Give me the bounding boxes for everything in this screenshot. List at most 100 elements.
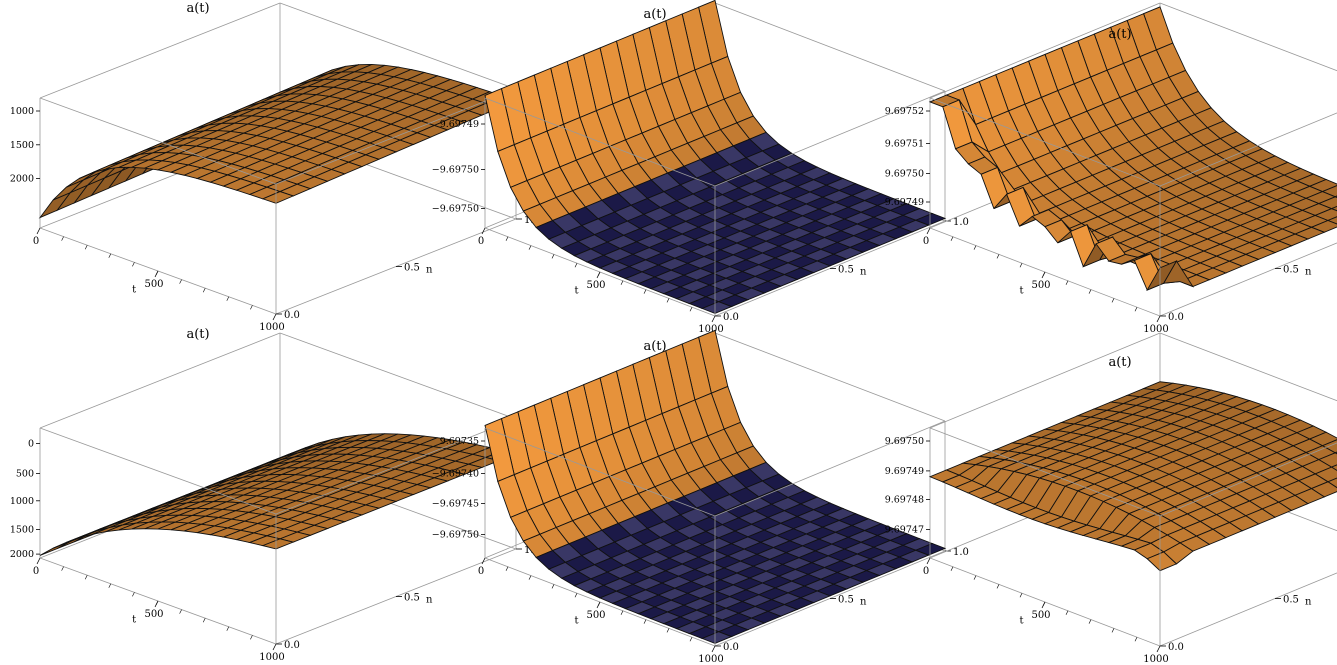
x-minor-tick (1134, 637, 1138, 642)
y-axis-label: n (426, 595, 433, 606)
x-minor-tick (551, 254, 555, 259)
x-minor-tick (250, 635, 253, 640)
x-tick-label: 500 (144, 609, 163, 620)
z-tick-label: 500 (16, 469, 34, 480)
x-minor-tick (973, 575, 977, 580)
box-edge (1159, 332, 1337, 402)
chart-title: a(t) (1108, 355, 1131, 370)
surface-patch (1146, 551, 1178, 572)
x-minor-tick (108, 583, 112, 588)
x-axis-label: t (574, 616, 578, 627)
x-minor-tick (250, 305, 253, 310)
x-minor-tick (1065, 610, 1069, 615)
x-minor-tick (1042, 601, 1046, 607)
x-tick-mark (926, 227, 931, 235)
surface-patch (1146, 260, 1178, 291)
z-tick-label: 1000 (10, 496, 34, 507)
x-minor-tick (155, 600, 159, 606)
x-tick-mark (711, 315, 716, 323)
x-tick-label: 1000 (698, 324, 723, 335)
x-minor-tick (226, 626, 230, 631)
z-tick-label: 9.69747 (885, 524, 924, 535)
x-minor-tick (84, 575, 88, 580)
box-edge (39, 2, 281, 99)
z-tick-label: 9.69750 (885, 168, 924, 179)
y-tick-label: 0.5 (838, 595, 854, 606)
chart-panel-5: a(t) 0 500 1000 t 0.0 0.5 1.0 n 9.69735 −9.69740 −9… (432, 329, 969, 665)
x-minor-tick (597, 271, 601, 277)
surface-patch (701, 301, 733, 314)
x-tick-mark (1156, 315, 1161, 323)
x-minor-tick (179, 609, 182, 614)
chart-title: a(t) (186, 327, 209, 342)
x-minor-tick (643, 619, 647, 624)
x-minor-tick (1042, 271, 1046, 277)
z-tick-label: 9.69750 (885, 436, 924, 447)
x-tick-mark (1156, 645, 1161, 653)
x-minor-tick (666, 628, 670, 633)
y-axis-label: n (860, 267, 867, 278)
box-edge (1159, 112, 1337, 187)
y-tick-label: 0.0 (284, 310, 300, 321)
x-minor-tick (689, 307, 693, 312)
x-minor-tick (1088, 289, 1092, 294)
x-tick-label: 0 (923, 236, 929, 247)
x-minor-tick (155, 270, 159, 276)
x-minor-tick (950, 566, 954, 571)
x-tick-label: 500 (144, 279, 163, 290)
x-tick-label: 0 (923, 566, 929, 577)
x-tick-mark (711, 645, 716, 653)
x-tick-label: 500 (1031, 280, 1050, 291)
x-minor-tick (973, 245, 977, 250)
x-tick-mark (36, 557, 41, 565)
surface-patch (1330, 464, 1337, 471)
z-tick-label: 9.69749 (885, 466, 924, 477)
box-edge (714, 420, 946, 517)
chart-panel-6: a(t) 0 500 1000 t 0.0 0.5 1.0 n 9.69750 9.69749 9.6… (885, 332, 1337, 665)
y-tick-label: 0.5 (404, 263, 420, 274)
x-tick-label: 0 (478, 566, 484, 577)
x-minor-tick (1111, 628, 1115, 633)
box-edge (714, 90, 946, 187)
x-minor-tick (179, 279, 182, 284)
x-minor-tick (528, 575, 532, 580)
chart-title: a(t) (643, 7, 666, 22)
box-edge (929, 97, 1161, 187)
box-edge (929, 332, 1161, 429)
x-tick-mark (481, 227, 486, 235)
z-tick-label: 1500 (10, 524, 34, 535)
x-axis-label: t (1019, 286, 1023, 297)
x-minor-tick (108, 253, 112, 258)
y-tick-label: 0.0 (1168, 312, 1184, 323)
y-axis-label: n (1305, 267, 1312, 278)
y-tick-label: 1.0 (953, 547, 969, 558)
x-tick-label: 500 (1031, 610, 1050, 621)
x-minor-tick (620, 610, 624, 615)
x-minor-tick (996, 254, 1000, 259)
x-minor-tick (84, 245, 88, 250)
box-edge (484, 97, 716, 187)
z-tick-label: 1500 (10, 140, 34, 151)
x-axis-label: t (574, 286, 578, 297)
x-tick-label: 1000 (259, 652, 284, 663)
surface-patch (701, 631, 733, 644)
z-tick-label: −9.69745 (432, 498, 479, 509)
x-axis-label: t (132, 615, 136, 626)
y-tick-label: 0.5 (404, 593, 420, 604)
box-edge (275, 418, 517, 515)
x-minor-tick (505, 566, 509, 571)
chart-panel-3: a(t) 0 500 1000 t 0.0 0.5 1.0 n 9.69752 9.69751 9.6… (885, 2, 1337, 335)
x-minor-tick (132, 592, 135, 597)
x-tick-label: 0 (478, 236, 484, 247)
box-edge (714, 2, 946, 92)
x-minor-tick (689, 637, 693, 642)
box-edge (279, 2, 517, 90)
x-tick-label: 1000 (1143, 654, 1168, 665)
x-minor-tick (226, 296, 230, 301)
y-tick-label: 1.0 (953, 217, 969, 228)
x-minor-tick (202, 618, 206, 623)
surface-patch (261, 191, 295, 204)
y-tick-label: 0.5 (1283, 595, 1299, 606)
x-minor-tick (61, 566, 64, 571)
x-tick-mark (926, 557, 931, 565)
